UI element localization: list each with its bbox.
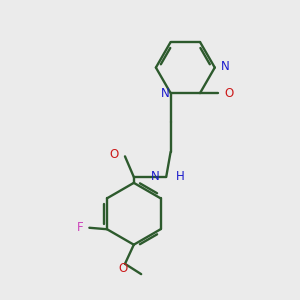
Text: O: O xyxy=(224,87,233,100)
Text: N: N xyxy=(151,170,160,184)
Text: F: F xyxy=(77,221,83,234)
Text: N: N xyxy=(221,60,230,73)
Text: H: H xyxy=(176,170,184,184)
Text: N: N xyxy=(160,87,169,100)
Text: O: O xyxy=(119,262,128,275)
Text: O: O xyxy=(109,148,119,161)
